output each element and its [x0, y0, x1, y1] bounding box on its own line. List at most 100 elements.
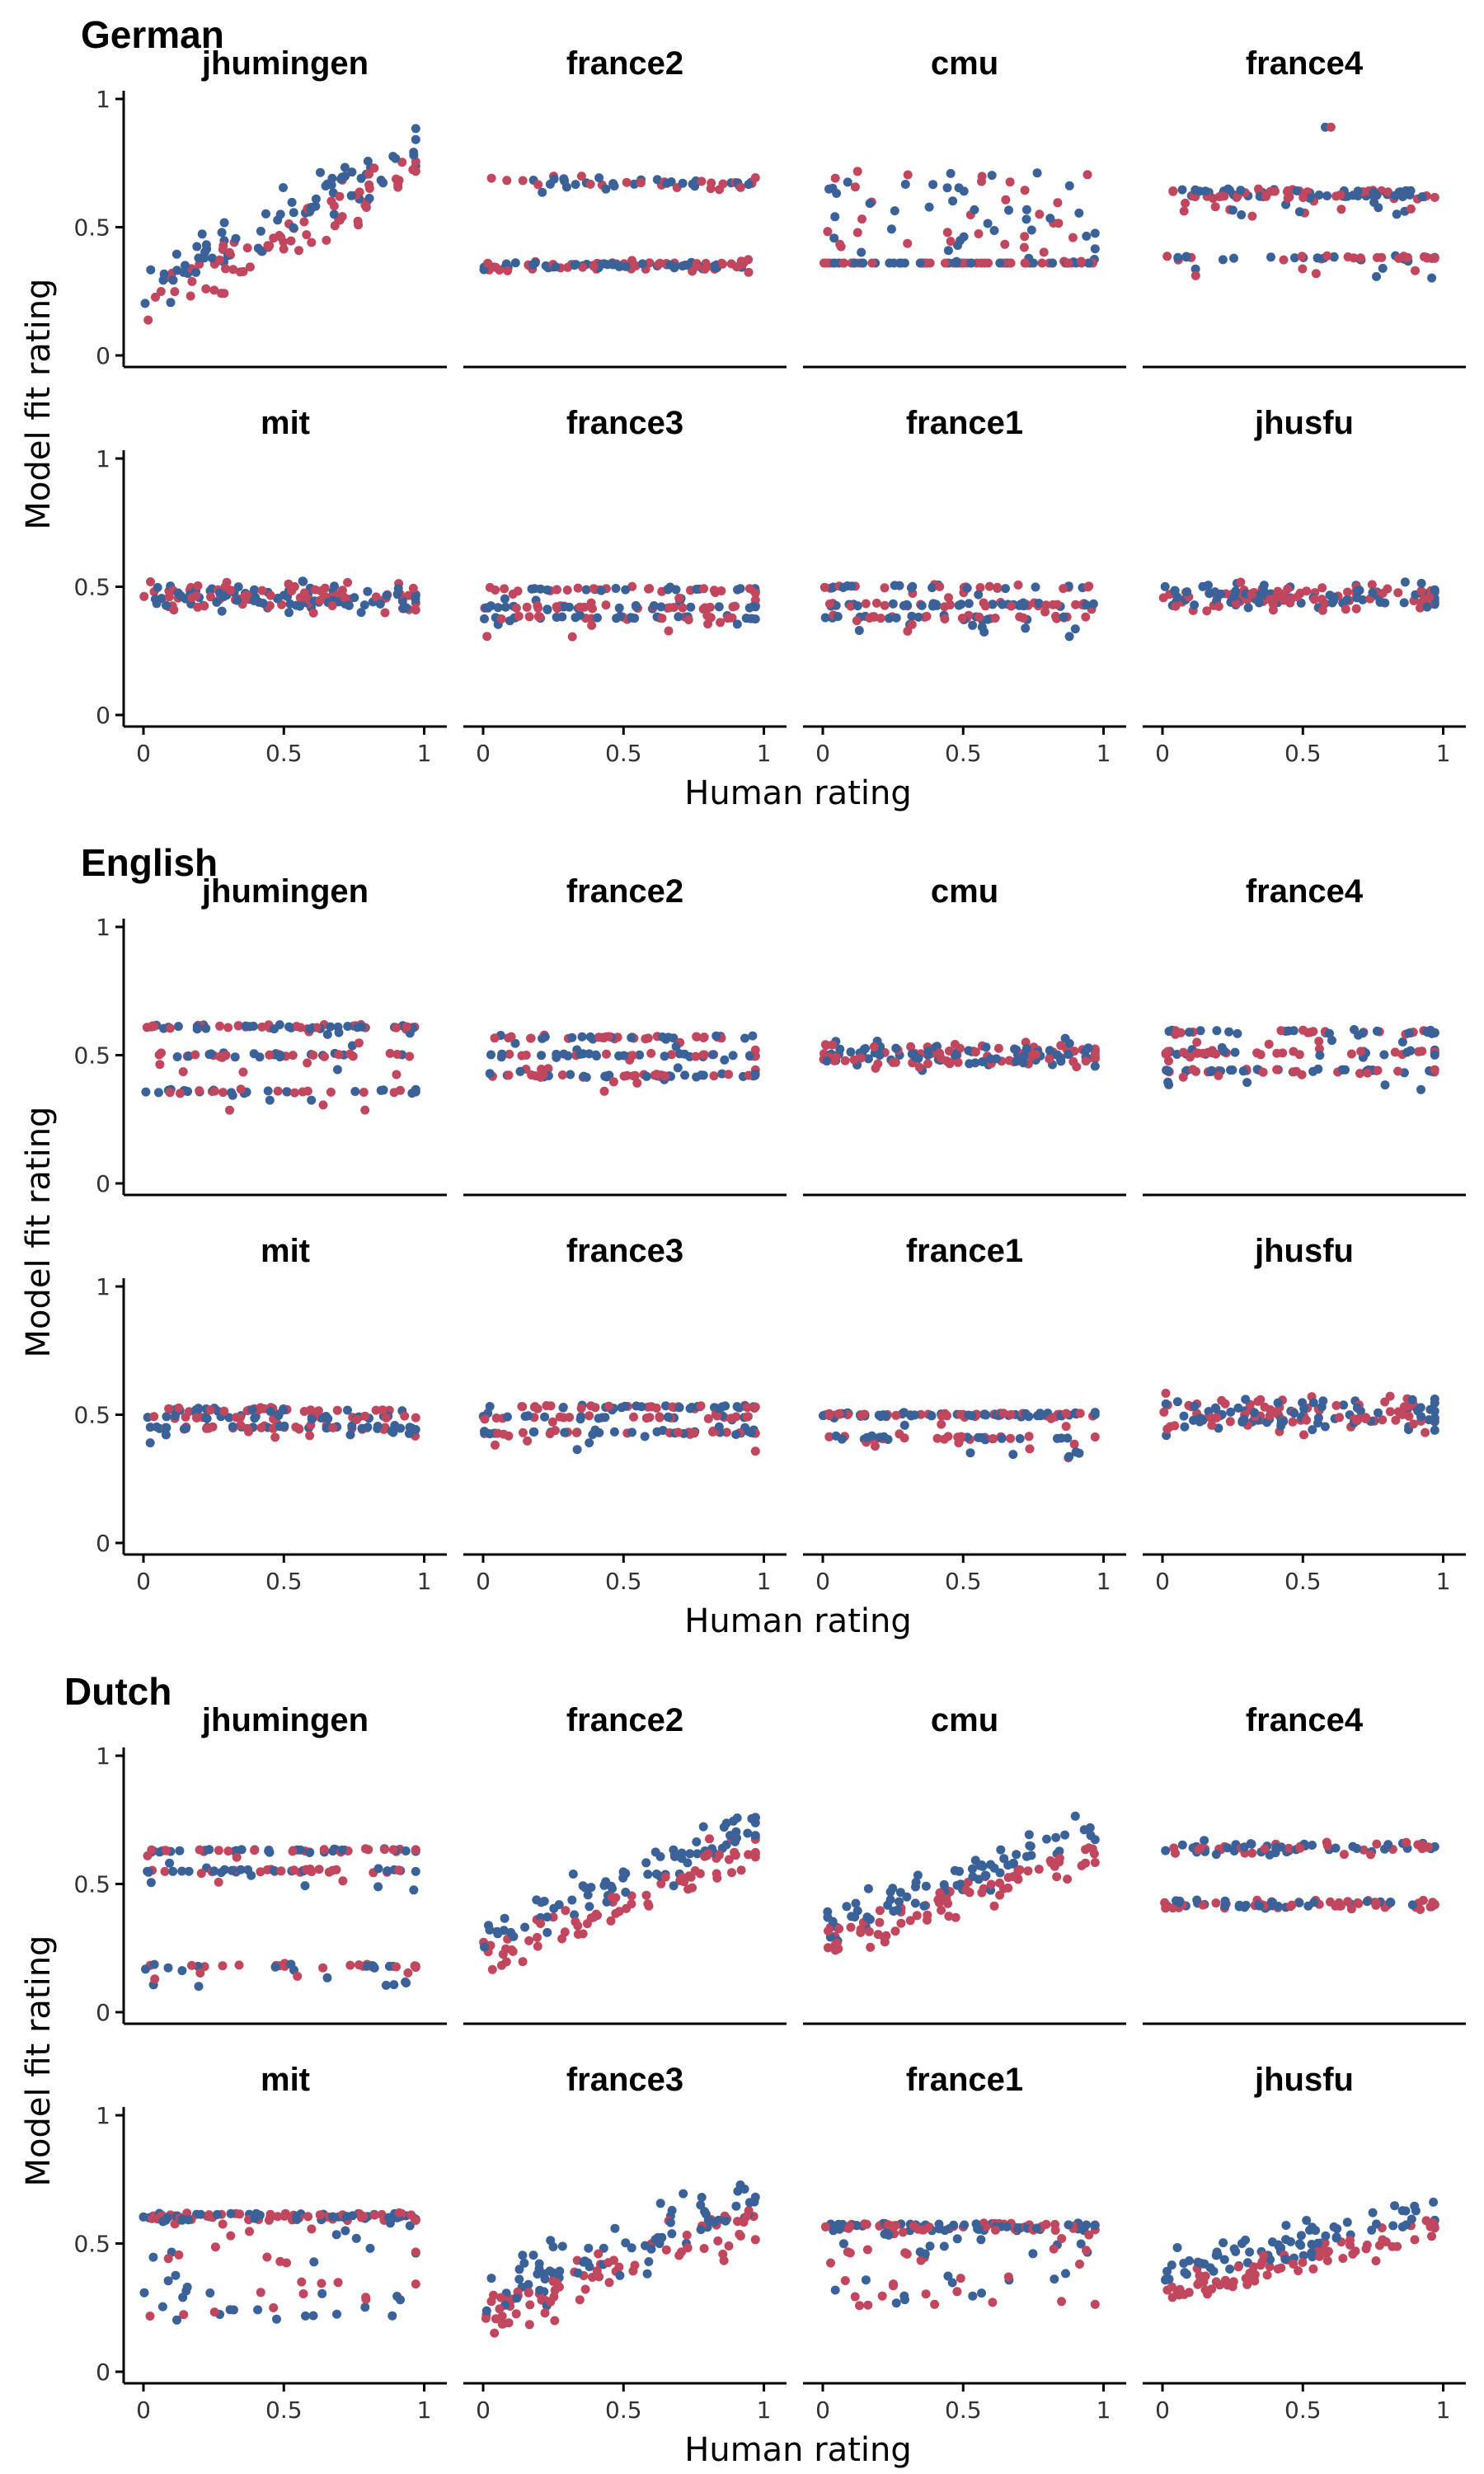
y-tick-label: 1 [96, 1273, 110, 1300]
data-point [670, 1851, 679, 1861]
data-point [583, 1890, 593, 1900]
data-point [165, 1858, 175, 1868]
data-point [859, 1409, 869, 1419]
panel-english-france2: france2 [463, 873, 787, 1197]
data-point [401, 1977, 411, 1987]
data-point [1308, 1027, 1318, 1037]
data-point [480, 1414, 490, 1424]
data-point [512, 2293, 522, 2303]
data-point [1164, 1056, 1173, 1065]
data-point [665, 582, 675, 592]
data-point [585, 1438, 594, 1448]
data-point [491, 1413, 501, 1423]
data-point [997, 1433, 1007, 1443]
data-point [498, 1950, 508, 1959]
data-point [956, 600, 966, 609]
panel-title: mit [261, 405, 310, 441]
data-point [720, 1055, 730, 1065]
data-point [1417, 192, 1427, 202]
data-point [328, 1423, 338, 1432]
data-point [1026, 1851, 1036, 1860]
data-point [852, 167, 862, 176]
data-point [1392, 209, 1402, 219]
x-tick-label: 0 [136, 1568, 151, 1595]
data-point [140, 299, 150, 308]
panel-title: france1 [906, 405, 1023, 441]
data-point [322, 235, 331, 245]
data-point [196, 1869, 206, 1879]
data-point [678, 603, 688, 613]
data-point [480, 1942, 489, 1952]
data-point [979, 1884, 989, 1893]
data-point [184, 1866, 194, 1876]
data-point [601, 1877, 611, 1887]
panel-title: france4 [1246, 45, 1364, 82]
data-point [721, 1840, 731, 1850]
data-point [565, 602, 574, 612]
data-point [1331, 2232, 1341, 2242]
data-point [175, 1846, 185, 1856]
data-point [215, 1021, 225, 1031]
data-point [609, 1427, 619, 1437]
data-point [1261, 191, 1270, 201]
data-point [1220, 2275, 1230, 2285]
data-point [1006, 1409, 1016, 1419]
data-point [657, 614, 667, 623]
data-point [340, 162, 350, 172]
data-point [671, 1042, 681, 1051]
data-point [833, 612, 843, 622]
data-point [1355, 253, 1365, 263]
y-tick-label: 1 [96, 914, 110, 941]
data-point [389, 1980, 399, 1990]
data-point [1055, 1054, 1065, 1064]
data-point [292, 1022, 302, 1032]
data-point [665, 603, 674, 613]
data-point [181, 261, 190, 270]
data-point [139, 591, 149, 601]
data-point [1217, 1395, 1227, 1405]
data-point [533, 1932, 542, 1942]
data-point [1237, 2239, 1247, 2248]
x-tick-label: 1 [417, 2396, 432, 2424]
data-point [696, 2225, 706, 2235]
data-point [890, 206, 899, 216]
data-point [1325, 1028, 1334, 1038]
data-point [276, 233, 286, 242]
data-point [396, 1085, 405, 1095]
data-point [636, 178, 646, 188]
data-point [750, 2192, 760, 2202]
data-point [907, 619, 917, 629]
data-point [317, 1413, 326, 1423]
data-point [406, 2210, 416, 2220]
data-point [364, 169, 373, 179]
data-point [1212, 1026, 1222, 1036]
data-point [546, 2236, 556, 2246]
data-point [978, 1057, 988, 1066]
data-point [279, 244, 289, 254]
data-point [264, 2215, 274, 2225]
data-point [711, 1031, 721, 1041]
data-point [502, 176, 512, 186]
x-tick-label: 1 [757, 1568, 772, 1595]
data-point [307, 238, 317, 247]
data-point [943, 246, 953, 256]
data-point [998, 600, 1007, 609]
data-point [194, 253, 204, 263]
data-point [746, 1427, 756, 1437]
data-point [164, 1404, 174, 1413]
data-point [741, 614, 751, 623]
data-point [542, 1401, 552, 1410]
data-point [735, 182, 745, 192]
data-point [298, 1087, 308, 1097]
data-point [1245, 2247, 1255, 2257]
data-point [667, 2229, 677, 2239]
data-point [411, 2247, 420, 2257]
data-point [1284, 1843, 1294, 1853]
data-point [403, 1968, 413, 1978]
data-point [371, 1405, 381, 1415]
data-point [491, 1440, 500, 1450]
data-point [923, 1059, 932, 1069]
data-point [381, 1980, 391, 1990]
data-point [263, 241, 273, 251]
data-point [557, 2241, 567, 2251]
